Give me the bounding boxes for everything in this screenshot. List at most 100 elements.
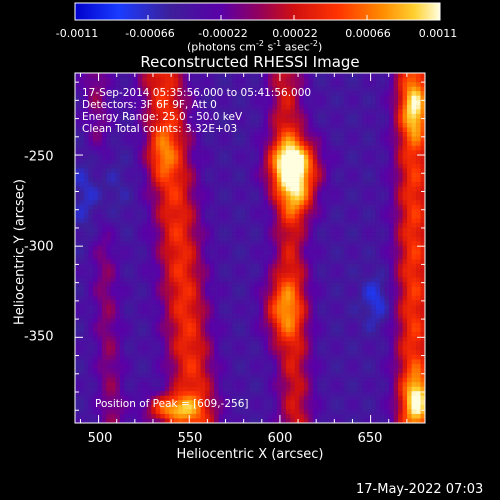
heatmap-cell <box>115 236 121 242</box>
heatmap-cell <box>110 168 116 174</box>
heatmap-cell <box>214 286 219 292</box>
heatmap-cell <box>169 82 175 87</box>
heatmap-cell <box>155 82 161 87</box>
heatmap-cell <box>83 100 89 106</box>
heatmap-cell <box>398 204 403 210</box>
heatmap-cell <box>308 245 314 251</box>
heatmap-cell <box>250 227 255 233</box>
heatmap-cell <box>223 232 228 237</box>
heatmap-cell <box>254 145 260 151</box>
heatmap-cell <box>182 327 188 333</box>
heatmap-cell <box>214 263 219 269</box>
heatmap-cell <box>285 277 291 283</box>
heatmap-cell <box>128 168 134 174</box>
heatmap-cell <box>380 186 385 192</box>
heatmap-cell <box>353 213 358 219</box>
heatmap-cell <box>236 127 242 133</box>
heatmap-cell <box>411 268 417 274</box>
heatmap-cell <box>75 118 80 124</box>
heatmap-cell <box>258 254 264 260</box>
heatmap-cell <box>294 273 300 278</box>
heatmap-cell <box>182 250 188 256</box>
heatmap-cell <box>169 191 175 197</box>
heatmap-cell <box>79 113 85 119</box>
heatmap-cell <box>241 200 246 206</box>
heatmap-cell <box>92 123 98 128</box>
heatmap-cell <box>308 136 314 142</box>
heatmap-cell <box>276 182 282 187</box>
heatmap-cell <box>200 186 206 192</box>
heatmap-cell <box>348 159 354 165</box>
heatmap-cell <box>214 241 219 247</box>
heatmap-cell <box>182 95 188 101</box>
heatmap-cell <box>366 300 372 306</box>
heatmap-cell <box>353 82 358 87</box>
heatmap-cell <box>272 104 278 110</box>
heatmap-cell <box>389 204 394 210</box>
heatmap-cell <box>353 327 358 333</box>
heatmap-cell <box>137 100 143 106</box>
heatmap-cell <box>187 332 192 337</box>
heatmap-cell <box>250 241 255 247</box>
heatmap-cell <box>371 263 376 269</box>
heatmap-cell <box>200 127 206 133</box>
heatmap-cell <box>362 177 367 183</box>
heatmap-cell <box>146 341 152 347</box>
heatmap-cell <box>106 86 112 92</box>
heatmap-cell <box>366 150 372 156</box>
heatmap-cell <box>294 309 300 315</box>
heatmap-cell <box>299 177 305 183</box>
heatmap-cell <box>276 95 282 101</box>
heatmap-cell <box>191 345 197 351</box>
heatmap-cell <box>357 109 363 115</box>
heatmap-cell <box>254 77 260 83</box>
heatmap-cell <box>187 127 192 133</box>
heatmap-cell <box>402 218 408 224</box>
heatmap-cell <box>362 318 367 324</box>
heatmap-cell <box>119 132 125 137</box>
heatmap-cell <box>393 286 399 292</box>
heatmap-cell <box>110 100 116 106</box>
heatmap-cell <box>285 250 291 256</box>
heatmap-cell <box>420 350 426 356</box>
heatmap-cell <box>362 223 367 228</box>
heatmap-cell <box>137 195 143 201</box>
heatmap-cell <box>218 109 224 115</box>
heatmap-cell <box>335 200 341 206</box>
heatmap-cell <box>317 218 323 224</box>
heatmap-cell <box>101 300 107 306</box>
heatmap-cell <box>339 109 345 115</box>
heatmap-cell <box>92 104 98 110</box>
heatmap-cell <box>272 154 278 160</box>
heatmap-cell <box>160 277 166 283</box>
heatmap-cell <box>75 77 80 83</box>
heatmap-cell <box>214 159 219 165</box>
heatmap-cell <box>326 323 332 328</box>
heatmap-cell <box>402 77 408 83</box>
heatmap-cell <box>187 173 192 178</box>
heatmap-cell <box>407 223 412 228</box>
heatmap-cell <box>375 91 381 97</box>
heatmap-cell <box>366 213 372 219</box>
heatmap-cell <box>142 254 148 260</box>
heatmap-cell <box>330 145 336 151</box>
heatmap-cell <box>303 250 309 256</box>
heatmap-cell <box>389 73 394 78</box>
heatmap-cell <box>209 359 215 365</box>
heatmap-cell <box>402 332 408 337</box>
heatmap-cell <box>407 73 412 78</box>
heatmap-cell <box>142 123 148 128</box>
heatmap-cell <box>348 223 354 228</box>
heatmap-cell <box>155 273 161 278</box>
heatmap-cell <box>124 204 130 210</box>
heatmap-cell <box>214 227 219 233</box>
heatmap-cell <box>146 336 152 342</box>
heatmap-cell <box>326 277 332 283</box>
heatmap-cell <box>330 323 336 328</box>
heatmap-cell <box>241 209 246 215</box>
heatmap-cell <box>196 354 201 360</box>
heatmap-cell <box>330 200 336 206</box>
heatmap-cell <box>290 195 296 201</box>
heatmap-cell <box>308 154 314 160</box>
heatmap-cell <box>151 241 157 247</box>
